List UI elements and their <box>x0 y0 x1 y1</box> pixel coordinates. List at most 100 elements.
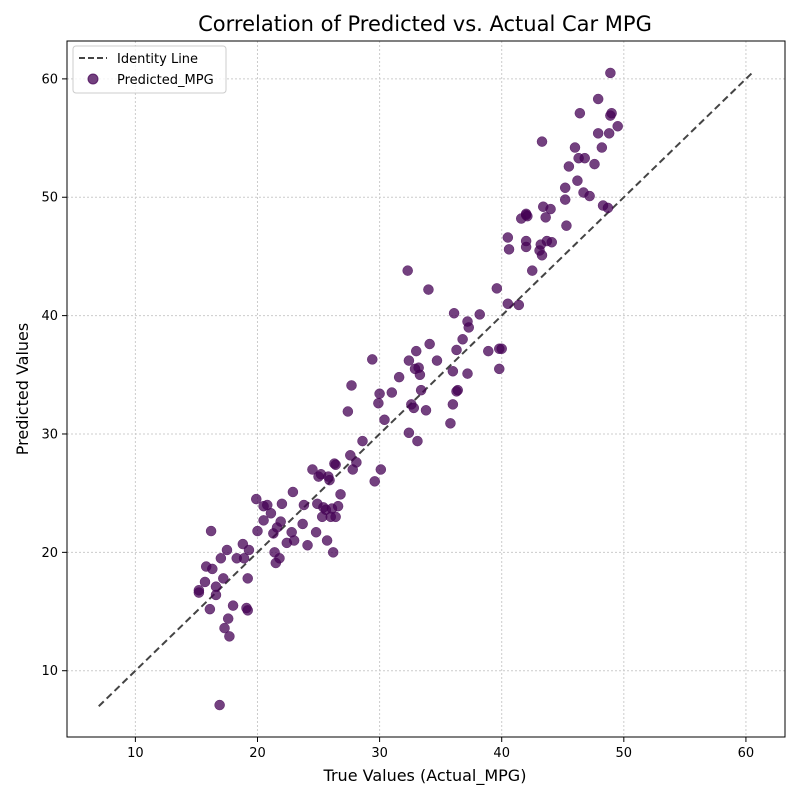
x-tick-label: 50 <box>616 746 633 761</box>
data-point <box>447 365 459 377</box>
data-point <box>483 345 494 357</box>
data-point <box>561 220 572 231</box>
data-point <box>287 486 299 498</box>
data-point <box>193 584 205 596</box>
data-point <box>345 450 356 461</box>
data-point <box>612 120 623 132</box>
data-point <box>592 128 604 139</box>
data-point <box>502 232 514 243</box>
data-point <box>563 161 575 172</box>
data-point <box>330 511 341 523</box>
data-point <box>327 547 339 558</box>
data-point <box>332 500 344 512</box>
data-point <box>265 508 277 519</box>
x-tick-label: 10 <box>127 746 144 761</box>
data-point <box>513 299 525 311</box>
data-point <box>606 107 617 119</box>
legend-box <box>72 45 227 94</box>
data-point <box>214 699 225 711</box>
data-point <box>238 553 250 564</box>
data-point <box>592 93 604 105</box>
data-point <box>207 563 218 575</box>
data-point <box>420 405 432 416</box>
data-point <box>584 190 595 202</box>
data-point <box>494 363 505 375</box>
data-point <box>457 334 468 345</box>
data-point <box>379 414 390 426</box>
data-point <box>431 355 443 366</box>
x-tick-label: 30 <box>371 746 388 761</box>
data-point <box>346 380 357 391</box>
x-axis-ticks: 10 20 30 40 50 60 <box>127 737 754 761</box>
data-point <box>579 152 590 164</box>
data-point <box>423 284 434 295</box>
x-axis-label: True Values (Actual_MPG) <box>323 766 527 786</box>
legend-label-predicted: Predicted_MPG <box>117 73 214 88</box>
data-point <box>536 249 548 261</box>
data-point <box>393 371 405 383</box>
data-point <box>374 388 385 399</box>
x-tick-label: 60 <box>738 746 755 761</box>
data-point <box>205 525 217 537</box>
data-point <box>522 210 533 222</box>
data-point <box>275 516 286 527</box>
data-point <box>342 406 354 417</box>
data-point <box>288 535 300 546</box>
data-point <box>335 489 346 500</box>
data-point <box>307 464 318 475</box>
y-tick-label: 40 <box>41 309 58 324</box>
data-point <box>274 553 285 564</box>
data-point <box>503 244 515 255</box>
data-point <box>219 622 230 634</box>
data-point <box>546 236 558 248</box>
data-points-layer <box>193 67 623 711</box>
data-point <box>357 435 368 447</box>
data-point <box>540 212 551 223</box>
data-point <box>445 418 456 429</box>
data-point <box>402 265 413 276</box>
data-point <box>589 158 600 170</box>
data-point <box>243 544 255 556</box>
data-point <box>526 265 538 276</box>
data-point <box>330 459 341 471</box>
data-point <box>252 525 263 537</box>
y-tick-label: 10 <box>41 664 58 679</box>
y-tick-label: 60 <box>41 72 58 87</box>
data-point <box>324 474 335 486</box>
data-point <box>569 142 581 153</box>
data-point <box>222 613 234 624</box>
data-point <box>410 345 422 357</box>
data-point <box>321 535 333 546</box>
data-point <box>451 344 462 356</box>
data-point <box>605 67 616 79</box>
data-point <box>251 493 262 505</box>
data-point <box>204 603 216 615</box>
data-point <box>520 241 532 253</box>
data-point <box>412 435 423 447</box>
data-point <box>502 298 514 310</box>
y-tick-label: 30 <box>41 427 58 442</box>
data-point <box>375 464 387 475</box>
data-point <box>596 142 608 153</box>
data-point <box>199 576 211 588</box>
chart-title: Correlation of Predicted vs. Actual Car … <box>198 12 652 36</box>
data-point <box>408 402 420 414</box>
y-axis-ticks: 10 20 30 40 50 60 <box>41 72 67 679</box>
data-point <box>369 476 380 487</box>
y-tick-label: 50 <box>41 191 58 206</box>
data-point <box>367 354 378 365</box>
data-point <box>448 307 460 319</box>
data-point <box>496 343 507 355</box>
legend-label-identity-line: Identity Line <box>117 52 198 67</box>
data-point <box>276 498 288 510</box>
data-point <box>227 600 239 611</box>
data-point <box>373 397 384 409</box>
y-axis-label: Predicted Values <box>13 323 32 455</box>
data-point <box>536 136 548 147</box>
data-point <box>298 499 310 511</box>
data-point <box>242 573 253 584</box>
data-point <box>602 202 614 214</box>
data-point <box>474 309 485 320</box>
data-point <box>215 553 227 564</box>
